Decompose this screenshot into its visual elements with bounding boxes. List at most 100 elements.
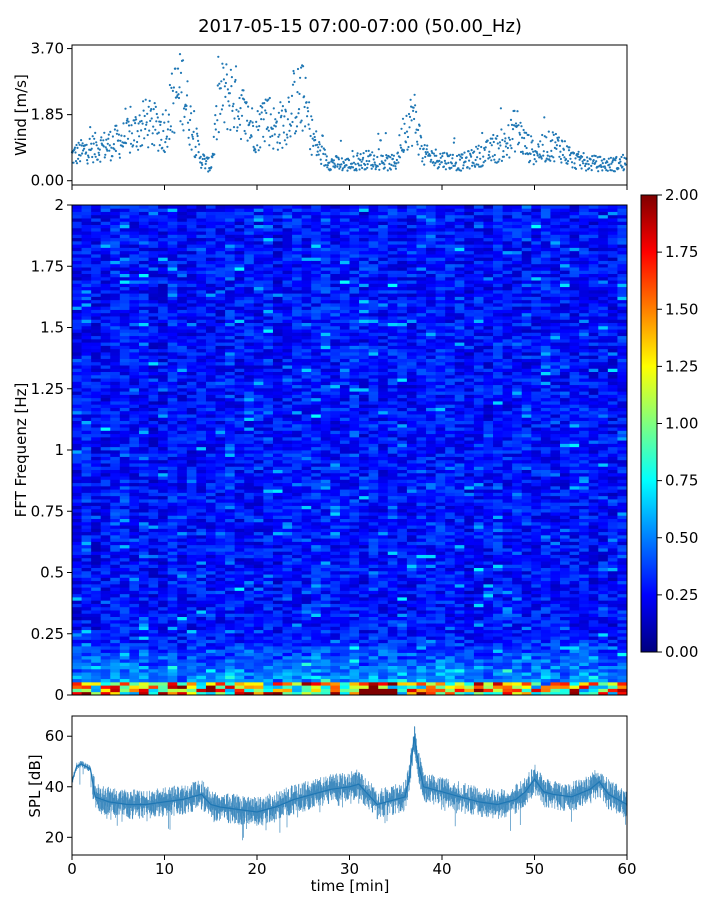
spectrogram-cell	[119, 381, 130, 386]
spectrogram-cell	[205, 208, 216, 212]
spectrogram-cell	[292, 240, 303, 245]
spectrogram-cell	[177, 610, 188, 614]
spectrogram-cell	[81, 597, 92, 601]
wind-point	[443, 151, 446, 154]
spectrogram-cell	[158, 420, 169, 425]
spectrogram-cell	[196, 244, 207, 248]
wind-point	[90, 142, 93, 145]
spectrogram-cell	[91, 430, 102, 435]
spectrogram-cell	[225, 525, 236, 529]
spectrogram-cell	[225, 214, 236, 219]
wind-point	[601, 162, 604, 165]
wind-point	[378, 168, 381, 171]
wind-point	[282, 131, 285, 134]
spectrogram-cell	[119, 227, 130, 232]
spectrogram-cell	[272, 459, 283, 464]
spectrogram-cell	[148, 649, 159, 653]
spectrogram-cell	[177, 312, 188, 317]
spectrogram-cell	[129, 515, 140, 519]
spectrogram-cell	[253, 593, 264, 598]
spectrogram-cell	[253, 394, 264, 399]
spectrogram-cell	[244, 515, 255, 519]
spectrogram-cell	[177, 668, 188, 673]
spectrogram-cell	[158, 397, 169, 402]
spectrogram-cell	[148, 623, 159, 627]
spectrogram-cell	[311, 518, 322, 523]
spectrogram-cell	[119, 270, 130, 274]
spectrogram-cell	[234, 479, 245, 484]
spectrogram-cell	[186, 423, 197, 428]
spectrogram-cell	[167, 521, 178, 526]
spectrogram-cell	[119, 342, 130, 346]
wind-point	[138, 114, 141, 117]
spectrogram-cell	[234, 221, 245, 225]
spectrogram-cell	[225, 221, 236, 225]
spectrogram-cell	[119, 521, 130, 526]
spectrogram-cell	[100, 303, 111, 307]
spectrogram-cell	[158, 227, 169, 232]
spectrogram-cell	[282, 378, 293, 382]
spectrogram-cell	[138, 329, 149, 333]
spectrogram-cell	[148, 567, 159, 572]
spectrogram-cell	[205, 387, 216, 392]
spectrogram-cell	[282, 303, 293, 307]
spectrogram-cell	[110, 499, 121, 503]
spectrogram-cell	[158, 463, 169, 467]
wind-point	[318, 143, 321, 146]
spectrogram-cell	[138, 597, 149, 601]
spectrogram-cell	[81, 407, 92, 412]
wind-point	[587, 163, 590, 166]
spectrogram-cell	[167, 283, 178, 288]
wind-point	[357, 162, 360, 165]
spectrogram-cell	[167, 463, 178, 467]
spectrogram-cell	[234, 423, 245, 428]
wind-point	[323, 148, 326, 151]
spectrogram-cell	[205, 610, 216, 614]
spectrogram-cell	[253, 688, 264, 693]
spectrogram-cell	[177, 332, 188, 337]
spectrogram-cell	[177, 665, 188, 670]
spectrogram-cell	[158, 472, 169, 477]
wind-point	[492, 133, 495, 137]
spectrogram-cell	[282, 365, 293, 369]
spectrogram-cell	[205, 450, 216, 454]
spectrogram-cell	[91, 479, 102, 484]
spectrogram-cell	[91, 688, 102, 693]
spectrogram-cell	[148, 482, 159, 487]
spectrogram-cell	[167, 247, 178, 252]
spectrogram-cell	[253, 597, 264, 601]
spectrogram-cell	[148, 397, 159, 402]
spectrogram-cell	[292, 205, 303, 209]
spectrogram-cell	[311, 476, 322, 480]
spectrogram-cell	[72, 371, 82, 376]
wind-point	[365, 149, 368, 153]
wind-point	[264, 109, 267, 112]
spectrogram-cell	[158, 231, 169, 235]
spectrogram-cell	[282, 423, 293, 428]
spectrogram-cell	[186, 456, 197, 461]
spectrogram-cell	[205, 587, 216, 591]
spectrogram-cell	[177, 244, 188, 248]
wind-point	[504, 137, 507, 140]
spectrogram-cell	[186, 600, 197, 604]
spectrogram-cell	[129, 289, 140, 294]
spectrogram-cell	[196, 365, 207, 369]
spectrogram-cell	[282, 512, 293, 516]
spectrogram-cell	[253, 492, 264, 497]
wind-point	[99, 139, 102, 142]
spectrogram-cell	[292, 332, 303, 337]
spectrogram-cell	[234, 508, 245, 513]
spectrogram-cell	[148, 499, 159, 503]
wind-point	[482, 161, 485, 164]
spectrogram-cell	[100, 541, 111, 546]
spectrogram-cell	[215, 636, 226, 640]
spectrogram-cell	[81, 316, 92, 320]
spectrogram-cell	[282, 312, 293, 317]
spectrogram-cell	[244, 672, 255, 676]
spectrogram-cell	[81, 681, 92, 686]
spectrogram-cell	[72, 659, 82, 663]
spectrogram-cell	[119, 443, 130, 448]
wind-point	[278, 133, 281, 136]
spectrogram-cell	[282, 319, 293, 323]
spectrogram-cell	[138, 502, 149, 506]
